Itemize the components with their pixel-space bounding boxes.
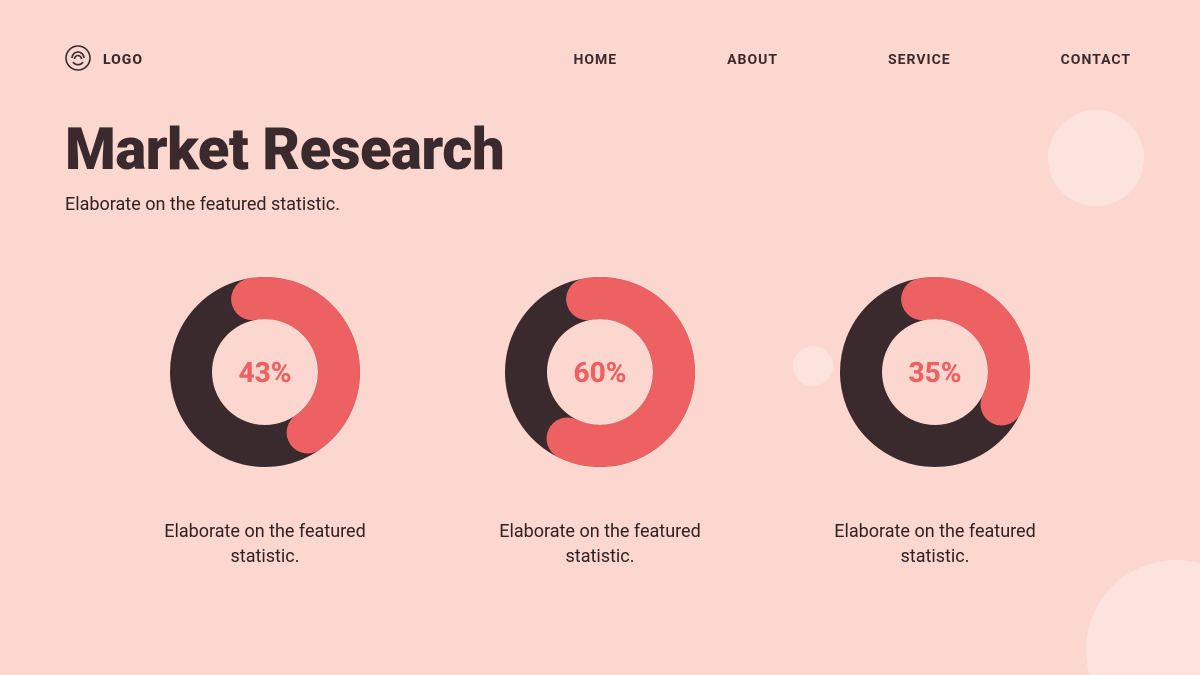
donut-chart: 43%	[170, 277, 360, 467]
nav-home[interactable]: HOME	[573, 52, 617, 68]
nav-service[interactable]: SERVICE	[888, 52, 951, 68]
logo: LOGO	[65, 45, 143, 75]
stat-caption: Elaborate on the featured statistic.	[140, 519, 390, 569]
donut-value-label: 35%	[840, 277, 1030, 467]
stat-2: 60% Elaborate on the featured statistic.	[460, 277, 740, 569]
donut-value-label: 43%	[170, 277, 360, 467]
page-subtitle: Elaborate on the featured statistic.	[65, 194, 1135, 215]
donut-value-label: 60%	[505, 277, 695, 467]
donut-chart: 35%	[840, 277, 1030, 467]
fingerprint-icon	[65, 45, 91, 75]
decorative-circle	[1086, 560, 1200, 675]
logo-text: LOGO	[103, 52, 143, 68]
nav-contact[interactable]: CONTACT	[1061, 52, 1131, 68]
charts-row: 43% Elaborate on the featured statistic.…	[65, 277, 1135, 569]
page: LOGO HOME ABOUT SERVICE CONTACT Market R…	[0, 0, 1200, 675]
donut-chart: 60%	[505, 277, 695, 467]
decorative-circle	[1048, 110, 1144, 206]
decorative-circle	[793, 346, 833, 386]
nav: HOME ABOUT SERVICE CONTACT	[573, 52, 1135, 68]
page-title: Market Research	[65, 116, 1135, 184]
nav-about[interactable]: ABOUT	[727, 52, 778, 68]
stat-caption: Elaborate on the featured statistic.	[810, 519, 1060, 569]
stat-1: 43% Elaborate on the featured statistic.	[125, 277, 405, 569]
stat-3: 35% Elaborate on the featured statistic.	[795, 277, 1075, 569]
header: LOGO HOME ABOUT SERVICE CONTACT	[65, 40, 1135, 80]
stat-caption: Elaborate on the featured statistic.	[475, 519, 725, 569]
